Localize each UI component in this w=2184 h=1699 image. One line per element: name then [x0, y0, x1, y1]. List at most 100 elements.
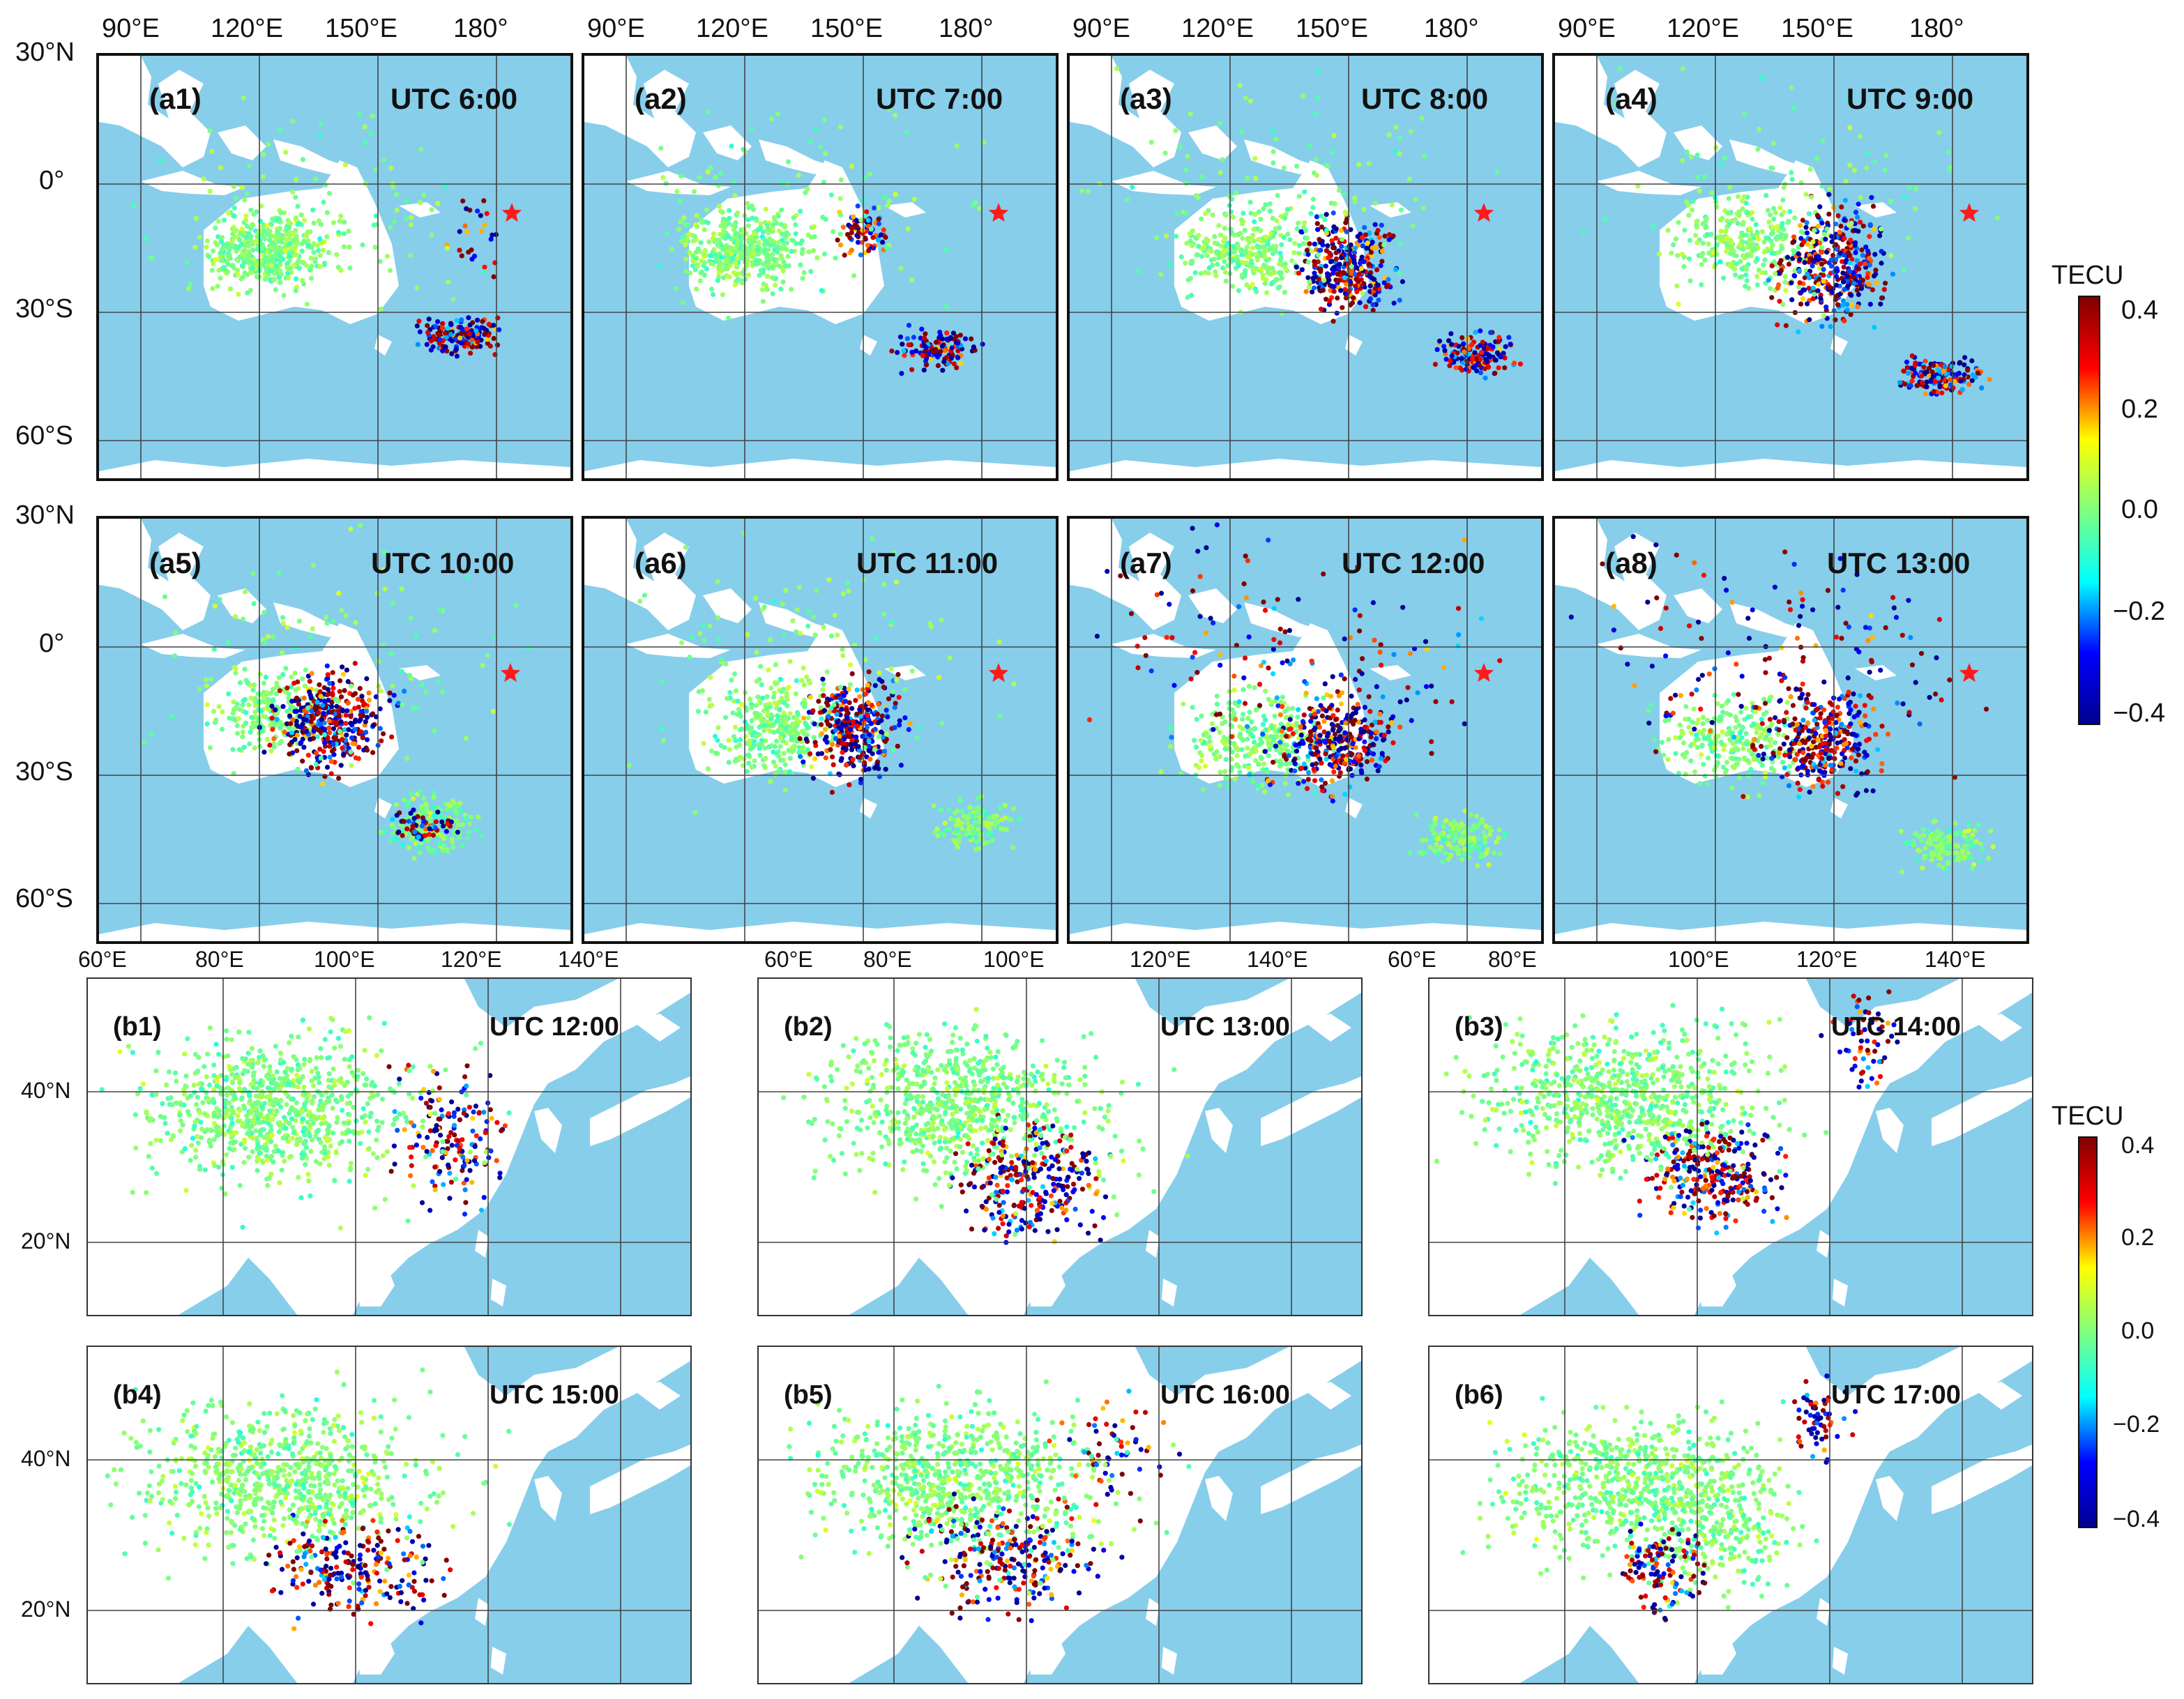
tec-point — [311, 250, 317, 255]
tec-point — [778, 222, 784, 227]
tec-point — [1689, 207, 1695, 213]
tec-point — [879, 678, 885, 685]
tec-point — [1370, 302, 1376, 307]
tec-point — [184, 259, 190, 265]
tec-point — [1190, 258, 1195, 264]
tec-point — [391, 824, 397, 830]
tec-point — [849, 225, 854, 231]
tec-point — [406, 845, 411, 851]
tec-point — [432, 813, 437, 818]
tec-point — [718, 208, 724, 214]
tec-point — [1962, 355, 1968, 360]
tec-point — [449, 839, 455, 844]
tec-point — [457, 800, 463, 807]
tec-point — [1803, 224, 1809, 230]
tec-point — [321, 710, 326, 716]
tec-point — [390, 830, 396, 836]
tec-point — [218, 239, 224, 245]
tec-point — [394, 812, 400, 818]
tec-point — [308, 719, 314, 724]
tec-point — [484, 211, 490, 216]
tec-point — [1706, 250, 1712, 256]
tec-point — [1776, 228, 1782, 234]
tec-point — [846, 687, 851, 692]
tec-point — [815, 751, 821, 756]
tec-point — [1780, 197, 1786, 203]
tec-point — [782, 769, 788, 775]
tec-point — [796, 731, 801, 737]
tec-point — [1789, 169, 1794, 176]
tec-point — [334, 720, 340, 726]
tec-point — [749, 705, 754, 710]
tec-point — [1334, 310, 1340, 316]
tec-point — [1754, 273, 1760, 279]
tec-point — [1308, 211, 1314, 216]
tec-point — [1676, 220, 1681, 225]
tec-point — [345, 679, 351, 685]
tec-point — [485, 653, 490, 658]
tec-point — [1823, 236, 1828, 242]
tec-point — [388, 650, 394, 656]
tec-point — [1839, 204, 1844, 210]
tec-point — [1173, 128, 1178, 133]
tec-point — [881, 227, 886, 233]
tec-point — [423, 832, 428, 838]
tec-point — [789, 735, 795, 740]
tec-point — [868, 721, 874, 726]
tec-point — [1296, 250, 1302, 256]
tec-point — [702, 227, 707, 233]
tec-point — [260, 713, 266, 719]
tec-point — [281, 293, 287, 298]
tec-point — [249, 724, 255, 731]
tec-point — [1777, 260, 1782, 266]
tec-point — [365, 737, 370, 742]
tec-point — [395, 701, 401, 706]
tec-point — [1349, 300, 1356, 306]
tec-point — [274, 247, 280, 252]
tec-point — [344, 667, 349, 673]
tec-point — [775, 213, 781, 219]
tec-point — [1844, 302, 1850, 307]
tec-point — [1333, 226, 1339, 231]
tec-point — [1843, 178, 1849, 184]
tec-point — [270, 634, 276, 639]
tec-point — [1494, 169, 1500, 174]
tec-point — [824, 700, 830, 706]
tec-point — [1958, 379, 1964, 384]
tec-point — [1764, 235, 1769, 241]
tec-point — [269, 245, 275, 250]
tec-point — [1245, 175, 1250, 181]
tec-point — [1780, 301, 1786, 307]
tec-point — [1946, 367, 1951, 372]
panel-id: (a3) — [1120, 82, 1172, 115]
tec-point — [441, 842, 447, 848]
tec-point — [863, 691, 869, 696]
tec-point — [819, 751, 825, 756]
tec-point — [324, 234, 330, 240]
graticule — [99, 519, 570, 941]
tec-point — [811, 735, 817, 740]
tec-point — [262, 236, 268, 241]
tec-point — [317, 682, 322, 687]
tec-point — [207, 128, 213, 134]
tec-point — [285, 260, 291, 266]
tec-point — [828, 747, 833, 752]
tec-point — [1857, 280, 1863, 285]
tec-point — [943, 304, 949, 310]
tec-point — [779, 180, 784, 186]
tec-point — [820, 214, 826, 220]
tec-point — [1343, 282, 1349, 287]
tec-point — [433, 819, 439, 825]
tec-point — [325, 736, 331, 741]
tec-point — [1324, 212, 1329, 218]
tec-point — [1114, 66, 1119, 71]
tec-point — [771, 257, 777, 263]
tec-point — [705, 220, 711, 226]
tec-point — [769, 238, 775, 243]
tec-point — [352, 719, 358, 724]
tec-point — [250, 222, 256, 228]
land-shape — [759, 602, 835, 637]
tec-point — [1732, 217, 1738, 222]
tec-point — [1079, 188, 1085, 194]
tec-point — [1851, 280, 1857, 286]
